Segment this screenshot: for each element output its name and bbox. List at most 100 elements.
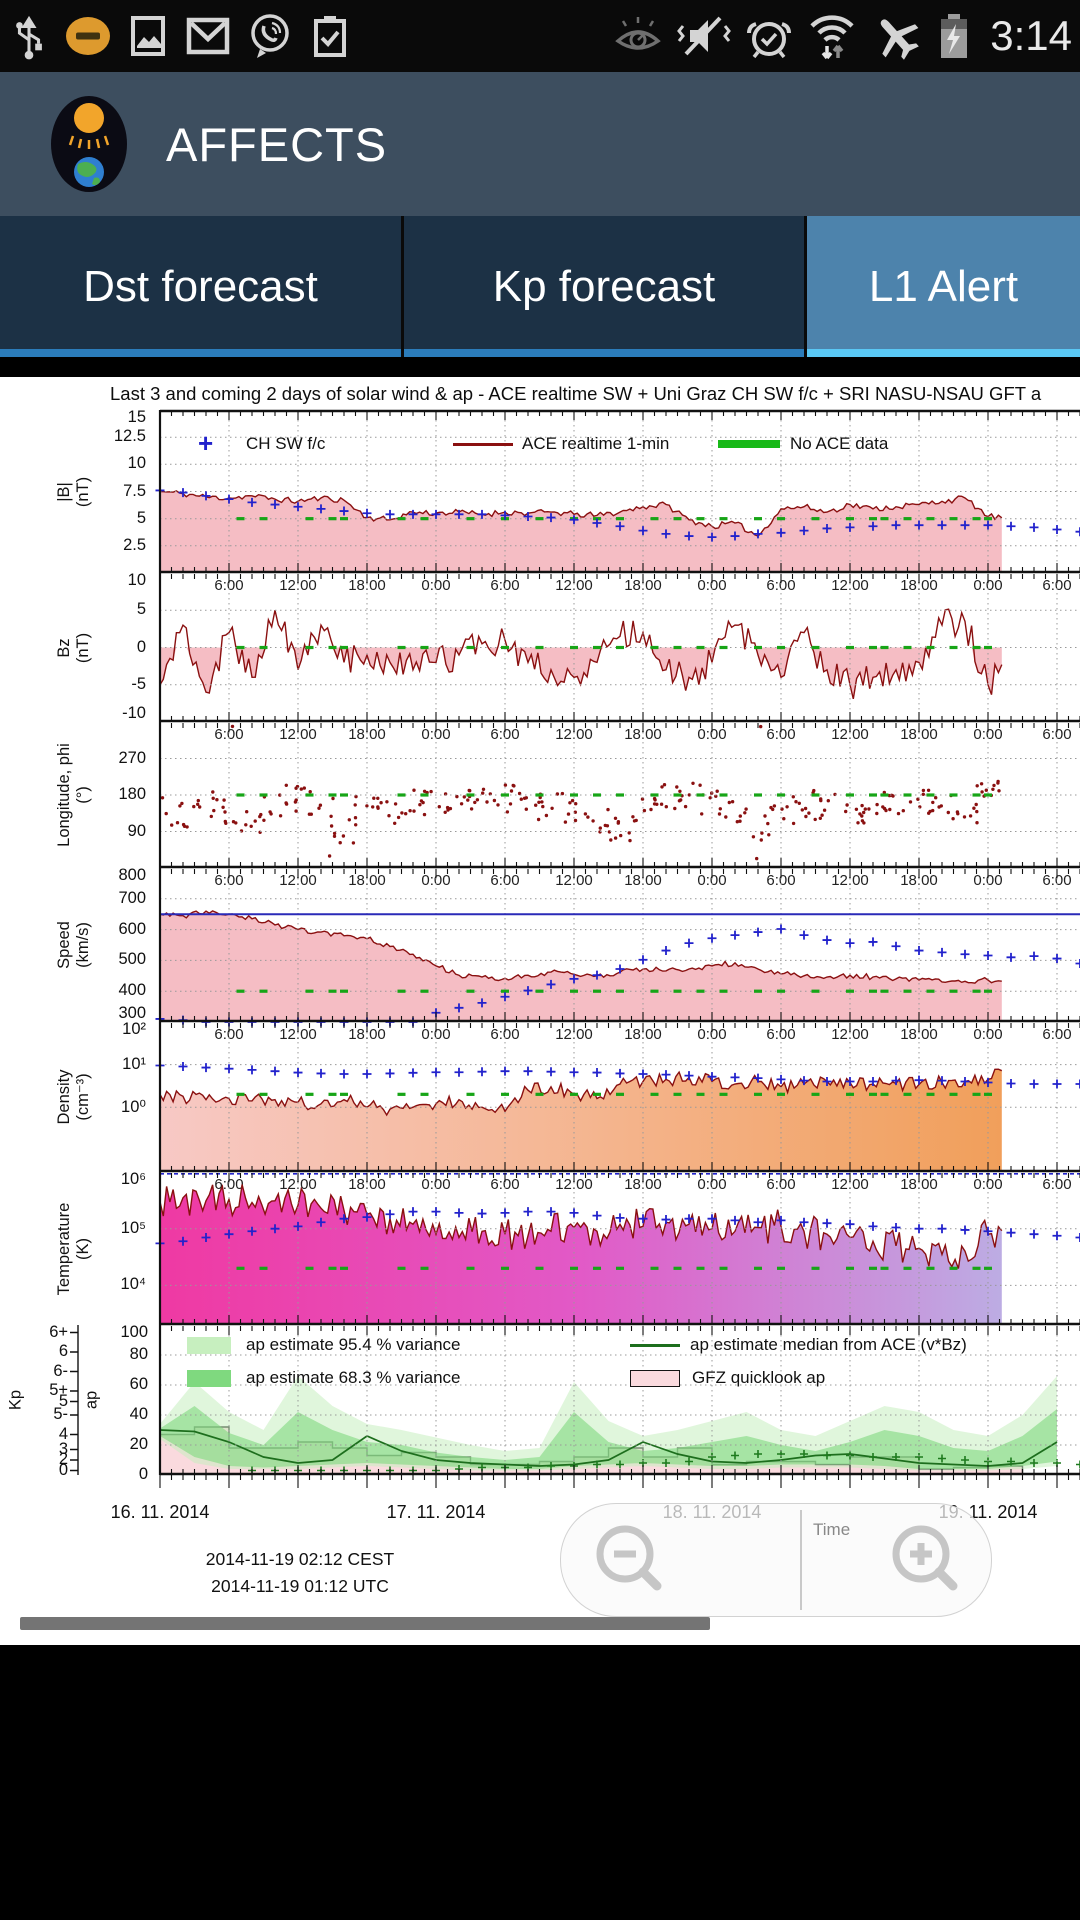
kp-tick-label: 3: [58, 1439, 68, 1458]
ap-tick-label: 40: [129, 1405, 148, 1423]
axis-title: Density (cm⁻³): [55, 1069, 92, 1125]
magnifier-plus-icon: [892, 1525, 958, 1591]
zoom-control-label: Time: [813, 1520, 851, 1539]
y-tick-label: 10²: [122, 1020, 146, 1038]
tab-separator: [401, 216, 404, 357]
airplane-mode-icon: [880, 19, 920, 60]
y-tick-label: 300: [118, 1004, 146, 1022]
y-tick-label: 5: [136, 600, 146, 619]
legend-plus-marker: +: [198, 428, 214, 458]
ap-tick-label: 20: [129, 1435, 148, 1453]
time-axis-labels: 6:00 12:00 18:00 0:00 6:00 12:00 18:00 0:00 6:00…: [214, 872, 1072, 889]
legend-patch-95: [187, 1337, 231, 1354]
status-bar: 3:14: [0, 0, 1080, 72]
y-tick-label: 10⁶: [120, 1170, 146, 1188]
time-axis-labels: 6:00 12:00 18:00 0:00 6:00 12:00 18:00 0:00 6:00…: [214, 726, 1072, 743]
zoom-out-button[interactable]: [587, 1520, 667, 1600]
legend-label: ACE realtime 1-min: [522, 434, 670, 453]
mute-vibrate-icon: [677, 16, 732, 56]
kp-tick-label: 4: [58, 1424, 68, 1443]
navigation-area: [0, 1645, 1080, 1920]
ap-tick-label: 100: [120, 1323, 148, 1341]
tab-dst-forecast[interactable]: Dst forecast: [0, 216, 401, 357]
axis-title: Speed (km/s): [55, 921, 92, 969]
ap-tick-label: 0: [138, 1465, 148, 1483]
y-tick-label: 7.5: [123, 481, 146, 500]
y-tick-label: 500: [118, 950, 146, 969]
y-tick-label: -5: [131, 674, 146, 693]
tab-separator: [804, 216, 807, 357]
eye-icon: [615, 17, 662, 50]
app-title: AFFECTS: [166, 117, 388, 171]
legend-label: CH SW f/c: [246, 434, 326, 453]
legend-medianline: [630, 1344, 680, 1347]
legend-line-marker: [453, 443, 513, 446]
usb-icon: [16, 15, 42, 60]
y-tick-label: 10: [127, 454, 146, 473]
y-tick-label: 90: [127, 821, 146, 840]
wifi-icon: [810, 15, 854, 60]
axis-title: Longitude, phi (°): [55, 743, 92, 847]
timestamp-utc: 2014-11-19 01:12 UTC: [211, 1576, 389, 1596]
do-not-disturb-icon: [66, 17, 110, 55]
kp-tick-label: 5+: [49, 1381, 68, 1399]
legend-patch-68: [187, 1370, 231, 1387]
zoom-control-divider: [800, 1510, 802, 1610]
date-label: 17. 11. 2014: [386, 1502, 486, 1522]
axis-title: |B| (nT): [55, 476, 92, 507]
gmail-icon: [186, 17, 230, 55]
y-tick-label: 180: [118, 785, 146, 803]
divider: [0, 357, 1080, 377]
y-tick-label: 2.5: [123, 535, 146, 554]
time-zoom-control: Time: [560, 1503, 992, 1617]
viber-icon: [251, 14, 289, 58]
axis-title: Kp: [6, 1389, 25, 1411]
legend-gfzbox: [630, 1370, 680, 1387]
legend-label: ap estimate median from ACE (v*Bz): [690, 1335, 967, 1354]
legend-label: ap estimate 95.4 % variance: [246, 1335, 461, 1354]
y-tick-label: 600: [118, 919, 146, 938]
legend-label: ap estimate 68.3 % variance: [246, 1368, 461, 1387]
magnifier-minus-icon: [596, 1525, 662, 1591]
chart-view[interactable]: Last 3 and coming 2 days of solar wind &…: [0, 377, 1080, 1645]
y-tick-label: 5: [136, 508, 146, 527]
status-icons-left: [8, 11, 352, 61]
affects-logo: [51, 96, 127, 192]
ap-tick-label: 80: [129, 1345, 148, 1363]
tab-l1-alert[interactable]: L1 Alert: [807, 216, 1080, 357]
kp-tick-label: 6: [58, 1342, 68, 1360]
kp-tick-label: 6-: [53, 1361, 68, 1380]
horizontal-scrollbar[interactable]: [20, 1617, 710, 1630]
panel-speed: 6:00 12:00 18:00 0:00 6:00 12:00 18:00 0:00 6:00…: [0, 868, 1080, 1027]
y-tick-label: 400: [118, 981, 146, 1000]
y-tick-label: 10: [127, 571, 146, 589]
tab-kp-forecast[interactable]: Kp forecast: [404, 216, 804, 357]
kp-tick-label: 5: [58, 1391, 68, 1410]
chart-title: Last 3 and coming 2 days of solar wind &…: [110, 383, 1042, 404]
y-tick-label: 800: [118, 866, 146, 884]
clipboard-icon: [314, 16, 346, 57]
time-axis-labels: 6:00 12:00 18:00 0:00 6:00 12:00 18:00 0:00 6:00…: [214, 1176, 1072, 1193]
kp-tick-label: 2: [58, 1450, 68, 1468]
y-tick-label: 700: [118, 888, 146, 907]
y-tick-label: 270: [118, 748, 146, 767]
panel-bz: 6:00 12:00 18:00 0:00 6:00 12:00 18:00 0:00 6:00…: [0, 573, 1080, 723]
legend-thickline-marker: [718, 440, 780, 448]
legend-label: No ACE data: [790, 434, 889, 453]
axis-title: Bz (nT): [55, 632, 92, 663]
y-tick-label: 12.5: [113, 427, 146, 446]
gallery-icon: [131, 16, 165, 56]
y-tick-label: 10⁰: [121, 1098, 146, 1117]
panel-density: 6:00 12:00 18:00 0:00 6:00 12:00 18:00 0:00 6:00…: [0, 1022, 1080, 1173]
time-axis-labels: 6:00 12:00 18:00 0:00 6:00 12:00 18:00 0:00 6:00…: [214, 1026, 1072, 1043]
zoom-in-button[interactable]: [883, 1520, 963, 1600]
kp-tick-label: 5-: [53, 1405, 68, 1423]
kp-tick-label: 0: [58, 1460, 68, 1479]
timestamp-local: 2014-11-19 02:12 CEST: [205, 1549, 395, 1569]
panel-temperature: 6:00 12:00 18:00 0:00 6:00 12:00 18:00 0:00 6:00…: [0, 1172, 1080, 1326]
date-label: 16. 11. 2014: [110, 1502, 210, 1522]
status-time: 3:14: [990, 12, 1072, 59]
status-icons-right: 3:14: [612, 10, 1072, 62]
y-tick-label: 10⁵: [120, 1218, 146, 1237]
